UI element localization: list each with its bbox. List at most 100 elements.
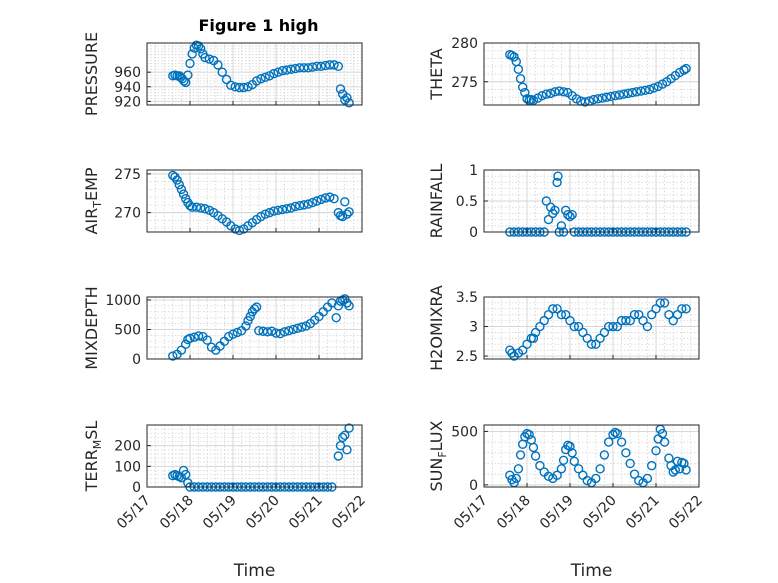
data-point bbox=[565, 211, 575, 222]
data-point bbox=[561, 310, 571, 320]
axes-box bbox=[146, 296, 363, 360]
data-point bbox=[631, 87, 642, 97]
data-point bbox=[634, 310, 644, 320]
data-point bbox=[528, 442, 539, 453]
data-point bbox=[292, 323, 303, 333]
x-tick-label: 05/21 bbox=[623, 493, 663, 533]
data-point bbox=[284, 325, 294, 336]
data-point bbox=[642, 473, 653, 484]
data-point bbox=[172, 175, 182, 185]
data-point bbox=[316, 194, 326, 205]
data-point bbox=[193, 331, 204, 341]
data-point bbox=[520, 87, 530, 98]
axes-box bbox=[146, 42, 363, 106]
data-point bbox=[539, 315, 549, 326]
data-point bbox=[524, 429, 534, 440]
data-point bbox=[202, 335, 212, 345]
data-point bbox=[573, 464, 584, 474]
data-point bbox=[254, 325, 264, 336]
data-point bbox=[264, 207, 275, 218]
data-point bbox=[599, 327, 610, 338]
data-point bbox=[530, 327, 541, 338]
data-point bbox=[226, 80, 236, 91]
x-tick-label: 05/22 bbox=[666, 493, 706, 533]
data-point bbox=[612, 321, 622, 332]
data-point bbox=[552, 304, 562, 314]
data-point bbox=[651, 304, 661, 314]
data-point bbox=[554, 86, 564, 96]
data-point bbox=[325, 60, 335, 70]
data-point bbox=[535, 321, 545, 332]
data-point bbox=[509, 52, 519, 62]
data-point bbox=[277, 66, 288, 76]
data-point bbox=[518, 345, 528, 355]
data-point bbox=[174, 180, 184, 190]
data-point bbox=[681, 63, 691, 74]
data-point bbox=[180, 469, 191, 480]
data-point bbox=[591, 339, 601, 349]
y-axis-label: PRESSURE bbox=[82, 32, 101, 116]
y-tick-label: 0 bbox=[469, 478, 478, 494]
data-point bbox=[297, 322, 307, 332]
data-point bbox=[677, 304, 687, 314]
data-point bbox=[333, 301, 344, 311]
y-axis-label: MIXDEPTH bbox=[82, 286, 101, 369]
data-point bbox=[241, 321, 251, 331]
data-point bbox=[515, 450, 526, 460]
data-point bbox=[204, 54, 215, 64]
axes-box bbox=[483, 296, 700, 360]
data-point bbox=[260, 209, 270, 219]
data-point bbox=[569, 456, 579, 467]
x-tick-label: 05/18 bbox=[157, 493, 197, 533]
data-point bbox=[537, 90, 547, 101]
data-point bbox=[303, 199, 313, 209]
data-point bbox=[344, 423, 354, 433]
data-point bbox=[558, 455, 569, 465]
subplot-8: 0 500 05/17 05/18 05/19 05/20 05/21 05/22 SUNFLU… bbox=[427, 420, 706, 581]
data-point bbox=[651, 445, 661, 456]
data-point bbox=[567, 209, 577, 220]
data-point bbox=[625, 315, 635, 326]
data-point bbox=[552, 470, 562, 480]
data-point bbox=[556, 221, 567, 231]
data-point bbox=[627, 87, 638, 98]
data-point bbox=[239, 82, 249, 93]
data-point bbox=[286, 203, 296, 213]
data-point bbox=[217, 67, 227, 77]
data-point bbox=[333, 451, 344, 461]
x-tick-label: 05/17 bbox=[114, 493, 154, 533]
data-point bbox=[290, 201, 301, 212]
data-point bbox=[528, 333, 539, 344]
data-point bbox=[196, 203, 206, 213]
data-point bbox=[595, 464, 605, 474]
data-point bbox=[342, 209, 352, 219]
data-point bbox=[541, 89, 552, 99]
data-point bbox=[640, 85, 650, 95]
data-point bbox=[621, 448, 631, 458]
y-axis-label: RAINFALL bbox=[427, 164, 446, 239]
axes-box bbox=[146, 169, 363, 233]
x-tick-label: 05/18 bbox=[494, 493, 534, 533]
data-point bbox=[273, 205, 283, 216]
data-point bbox=[679, 65, 689, 75]
data-point bbox=[649, 83, 659, 93]
data-point bbox=[593, 94, 603, 104]
data-point bbox=[273, 67, 283, 77]
y-tick-label: 270 bbox=[114, 206, 141, 222]
data-point bbox=[558, 87, 569, 97]
data-point bbox=[623, 88, 633, 99]
data-point bbox=[256, 74, 266, 84]
data-point bbox=[303, 63, 313, 73]
data-point bbox=[279, 327, 290, 337]
data-point bbox=[668, 315, 678, 326]
y-tick-label: 2.5 bbox=[456, 349, 478, 365]
data-point bbox=[232, 327, 243, 338]
data-point bbox=[672, 310, 683, 320]
data-point bbox=[340, 197, 350, 207]
data-point bbox=[573, 321, 584, 332]
data-point bbox=[344, 207, 354, 217]
data-point bbox=[548, 304, 558, 314]
data-point bbox=[629, 469, 640, 479]
data-point bbox=[228, 329, 238, 339]
data-point bbox=[657, 428, 668, 439]
